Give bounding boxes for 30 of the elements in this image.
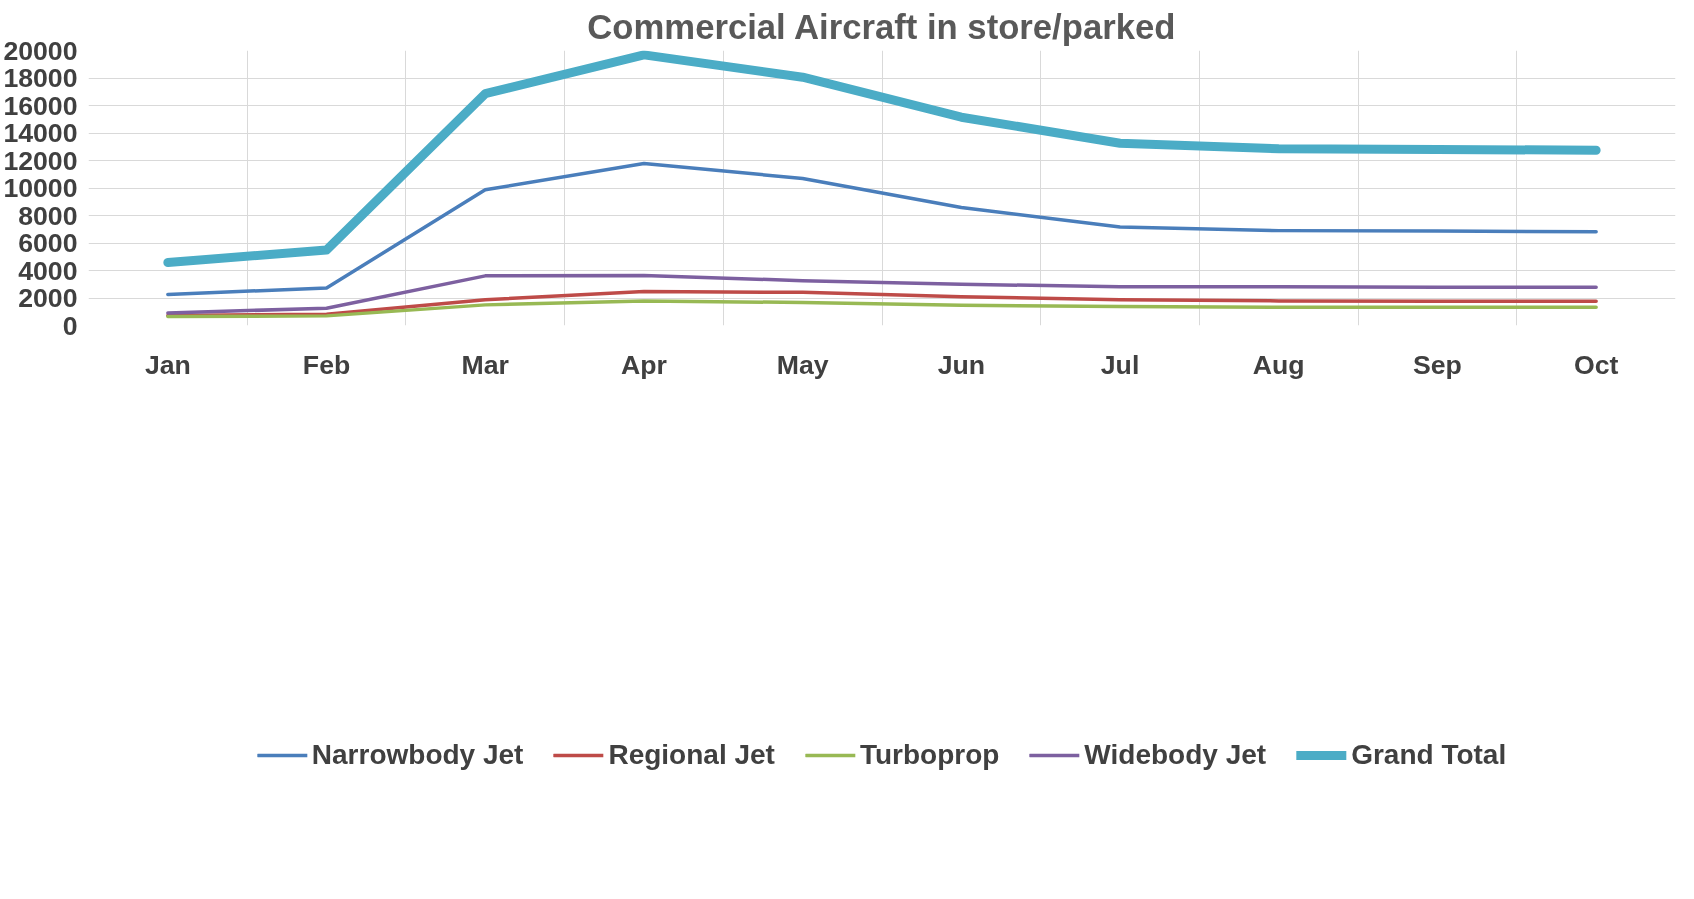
legend-label: Grand Total — [1351, 739, 1507, 771]
line-series — [166, 299, 1598, 319]
x-tick-label: Jul — [1100, 349, 1140, 380]
line-series — [166, 161, 1598, 297]
y-tick-label: 16000 — [3, 90, 78, 121]
y-tick-label: 10000 — [3, 173, 78, 203]
x-tick-label: Mar — [461, 349, 509, 380]
legend-label: Narrowbody Jet — [311, 739, 524, 771]
y-tick-label: 8000 — [18, 200, 78, 231]
x-tick-label: Sep — [1413, 349, 1462, 380]
y-tick-label: 0 — [62, 310, 78, 341]
y-tick-label: 18000 — [3, 63, 78, 93]
x-tick-label: Feb — [302, 349, 351, 380]
y-tick-label: 14000 — [3, 118, 78, 148]
x-tick-label: Apr — [621, 349, 667, 380]
y-tick-label: 6000 — [18, 228, 78, 258]
legend-label: Regional Jet — [608, 739, 775, 771]
x-tick-label: Aug — [1252, 349, 1305, 380]
y-tick-label: 2000 — [18, 283, 78, 313]
line-series — [166, 273, 1598, 315]
chart-title: Commercial Aircraft in store/parked — [587, 7, 1176, 46]
x-tick-label: Jun — [937, 349, 986, 380]
y-tick-label: 4000 — [18, 255, 78, 286]
legend-label: Turboprop — [859, 739, 1000, 771]
x-tick-label: Oct — [1573, 349, 1619, 380]
y-tick-label: 12000 — [3, 145, 78, 176]
x-tick-label: Jan — [144, 349, 191, 380]
y-tick-label: 20000 — [3, 35, 78, 66]
legend-label: Widebody Jet — [1084, 739, 1267, 771]
x-tick-label: May — [776, 349, 829, 380]
